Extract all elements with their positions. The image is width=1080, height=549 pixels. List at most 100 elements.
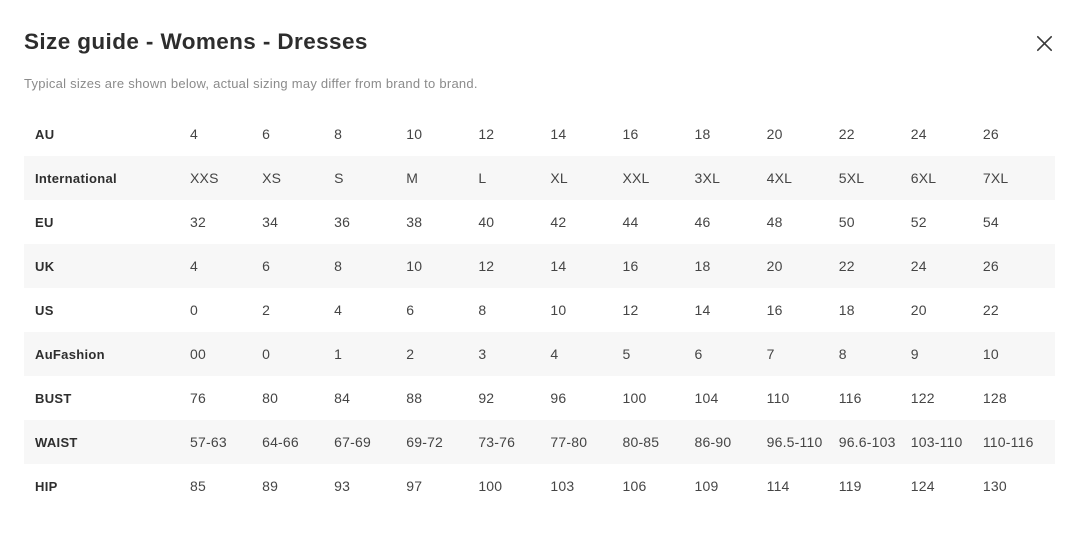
size-cell: 32	[190, 214, 206, 231]
size-cell: 18	[838, 302, 855, 319]
size-cell: 24	[910, 258, 927, 275]
table-row: WAIST 57-63 64-66 67-69 69-72 73-76 77-80 80-85…	[24, 420, 1055, 465]
size-cell: 57-63	[190, 434, 227, 451]
size-cell: 2	[262, 302, 271, 319]
size-cell: 22	[838, 258, 855, 275]
size-cell: 12	[622, 302, 639, 319]
size-cell: 104	[694, 390, 719, 407]
size-cell: 80-85	[622, 434, 660, 451]
row-label: US	[35, 302, 54, 318]
size-cell: XS	[262, 170, 282, 187]
size-cell: 86-90	[694, 434, 732, 451]
close-button[interactable]	[1026, 25, 1062, 61]
size-cell: 64-66	[262, 434, 299, 451]
size-cell: 96.5-110	[766, 434, 823, 451]
size-cell: 88	[406, 390, 423, 407]
size-cell: 89	[262, 478, 279, 495]
size-table-body: AU 4 6 8 10 12 14 16 18 20 22 24 26 International XXS X…	[24, 112, 1055, 508]
size-cell: XL	[550, 170, 568, 187]
size-cell: 128	[982, 390, 1007, 407]
row-label: WAIST	[35, 434, 78, 450]
size-cell: 18	[694, 126, 711, 143]
size-cell: 3	[478, 346, 487, 363]
size-cell: 14	[694, 302, 711, 319]
size-cell: 77-80	[550, 434, 588, 451]
size-cell: 92	[478, 390, 495, 407]
size-cell: 6	[694, 346, 703, 363]
size-cell: 130	[982, 478, 1007, 495]
table-row: AuFashion 00 0 1 2 3 4 5 6 7 8 9 10	[24, 332, 1055, 377]
size-cell: 69-72	[406, 434, 444, 451]
size-cell: 103	[550, 478, 575, 495]
size-cell: 84	[334, 390, 351, 407]
size-cell: 76	[190, 390, 206, 407]
size-cell: 10	[550, 302, 567, 319]
size-cell: 3XL	[694, 170, 721, 187]
row-label: UK	[35, 258, 55, 274]
size-cell: 114	[766, 478, 790, 495]
size-cell: M	[406, 170, 419, 187]
size-cell: 67-69	[334, 434, 371, 451]
size-cell: 10	[982, 346, 999, 363]
size-cell: 46	[694, 214, 711, 231]
size-cell: 97	[406, 478, 423, 495]
table-row: HIP 85 89 93 97 100 103 106 109 114 119 124 130	[24, 464, 1055, 508]
size-cell: 12	[478, 126, 495, 143]
size-cell: 6	[262, 126, 271, 143]
size-cell: 5	[622, 346, 631, 363]
row-label: AU	[35, 126, 55, 142]
size-cell: 8	[334, 126, 343, 143]
table-row: BUST 76 80 84 88 92 96 100 104 110 116 122 128	[24, 376, 1055, 420]
size-cell: 100	[622, 390, 647, 407]
subtitle: Typical sizes are shown below, actual si…	[24, 76, 478, 92]
size-cell: 0	[262, 346, 271, 363]
table-row: International XXS XS S M L XL XXL 3XL 4XL 5XL 6XL 7X…	[24, 156, 1055, 201]
size-cell: 124	[910, 478, 935, 495]
size-cell: 12	[478, 258, 495, 275]
size-cell: 14	[550, 258, 567, 275]
size-cell: 85	[190, 478, 206, 495]
size-cell: 20	[910, 302, 927, 319]
size-cell: 6	[262, 258, 271, 275]
size-cell: 24	[910, 126, 927, 143]
size-cell: 10	[406, 126, 423, 143]
size-cell: 38	[406, 214, 423, 231]
size-cell: 7	[766, 346, 775, 363]
size-cell: 14	[550, 126, 567, 143]
size-table: AU 4 6 8 10 12 14 16 18 20 22 24 26 International XXS X…	[24, 112, 1055, 508]
size-cell: 96	[550, 390, 567, 407]
size-cell: 4	[190, 258, 198, 275]
size-cell: 0	[190, 302, 198, 319]
size-cell: 54	[982, 214, 999, 231]
size-cell: S	[334, 170, 344, 187]
size-cell: XXL	[622, 170, 650, 187]
size-cell: 42	[550, 214, 567, 231]
table-row: AU 4 6 8 10 12 14 16 18 20 22 24 26	[24, 112, 1055, 156]
row-label: HIP	[35, 478, 58, 494]
size-cell: XXS	[190, 170, 219, 187]
size-cell: 20	[766, 126, 783, 143]
size-cell: 109	[694, 478, 719, 495]
size-cell: 00	[190, 346, 206, 363]
size-cell: 36	[334, 214, 351, 231]
size-cell: 6	[406, 302, 415, 319]
size-cell: 18	[694, 258, 711, 275]
table-row: EU 32 34 36 38 40 42 44 46 48 50 52 54	[24, 200, 1055, 244]
row-label: AuFashion	[35, 346, 105, 362]
size-cell: 26	[982, 258, 999, 275]
size-cell: 4	[190, 126, 198, 143]
size-cell: 73-76	[478, 434, 516, 451]
row-label: EU	[35, 214, 54, 230]
size-cell: 16	[766, 302, 783, 319]
size-cell: 110	[766, 390, 790, 407]
size-cell: 44	[622, 214, 639, 231]
size-cell: 9	[910, 346, 919, 363]
size-cell: 8	[334, 258, 343, 275]
size-cell: L	[478, 170, 487, 187]
size-cell: 52	[910, 214, 927, 231]
size-cell: 4	[334, 302, 343, 319]
size-cell: 34	[262, 214, 279, 231]
page-title: Size guide - Womens - Dresses	[24, 29, 368, 54]
size-cell: 40	[478, 214, 495, 231]
